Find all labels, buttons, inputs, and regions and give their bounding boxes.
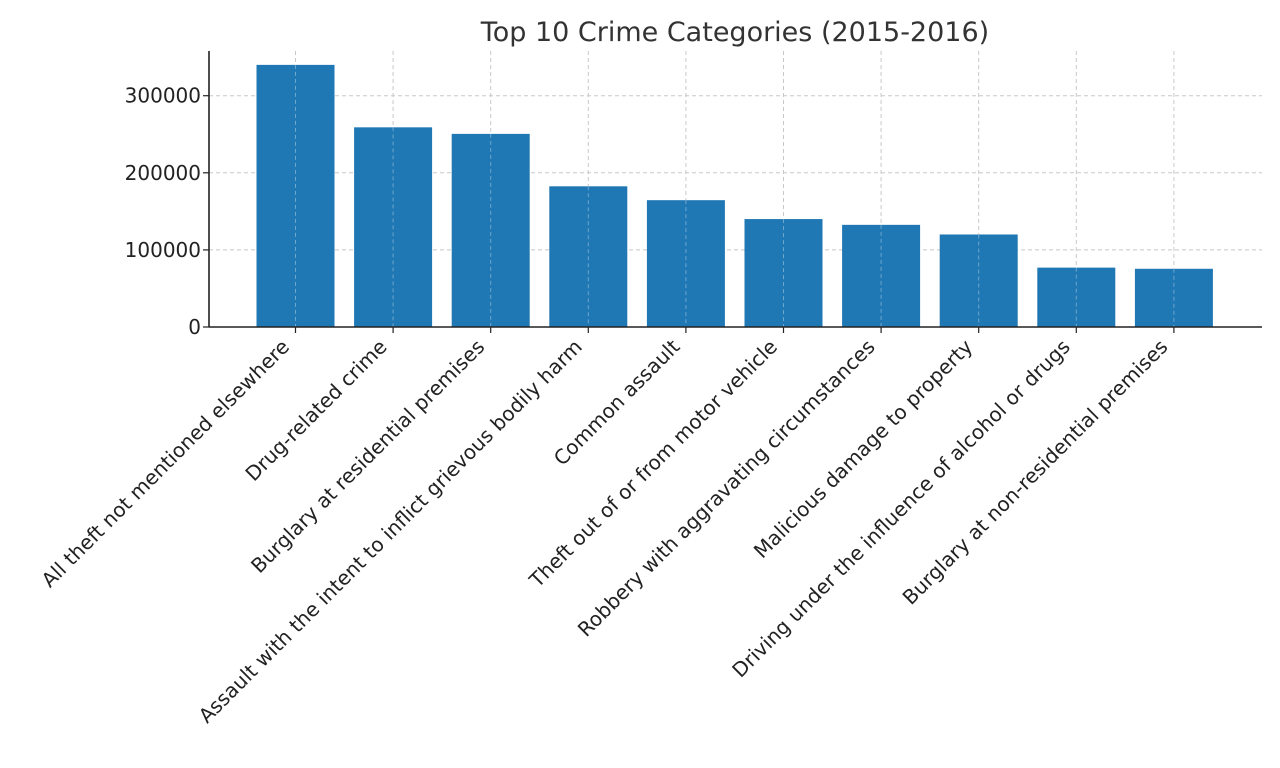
- bar: [842, 224, 921, 327]
- x-tick-label: Assault with the intent to inflict griev…: [194, 335, 587, 728]
- bar: [256, 64, 335, 327]
- bar: [939, 234, 1018, 327]
- chart-title: Top 10 Crime Categories (2015-2016): [480, 17, 989, 48]
- y-tick-label: 200000: [125, 161, 201, 185]
- bar: [646, 200, 725, 327]
- y-tick-layer: 0 100000 200000 300000: [125, 84, 209, 339]
- bar: [354, 127, 433, 327]
- y-tick-label: 300000: [125, 84, 201, 108]
- axis-layer: [208, 51, 1262, 328]
- bar: [1037, 267, 1116, 327]
- y-tick-label: 100000: [125, 238, 201, 262]
- x-tick-label: Driving under the influence of alcohol o…: [727, 335, 1075, 683]
- bar-layer: [256, 64, 1213, 327]
- x-tick-label-layer: All theft not mentioned elsewhereDrug-re…: [37, 327, 1175, 728]
- bar: [1134, 268, 1213, 327]
- bar: [744, 219, 823, 327]
- bar: [451, 133, 530, 327]
- bar: [549, 186, 628, 327]
- y-tick-label: 0: [188, 315, 201, 339]
